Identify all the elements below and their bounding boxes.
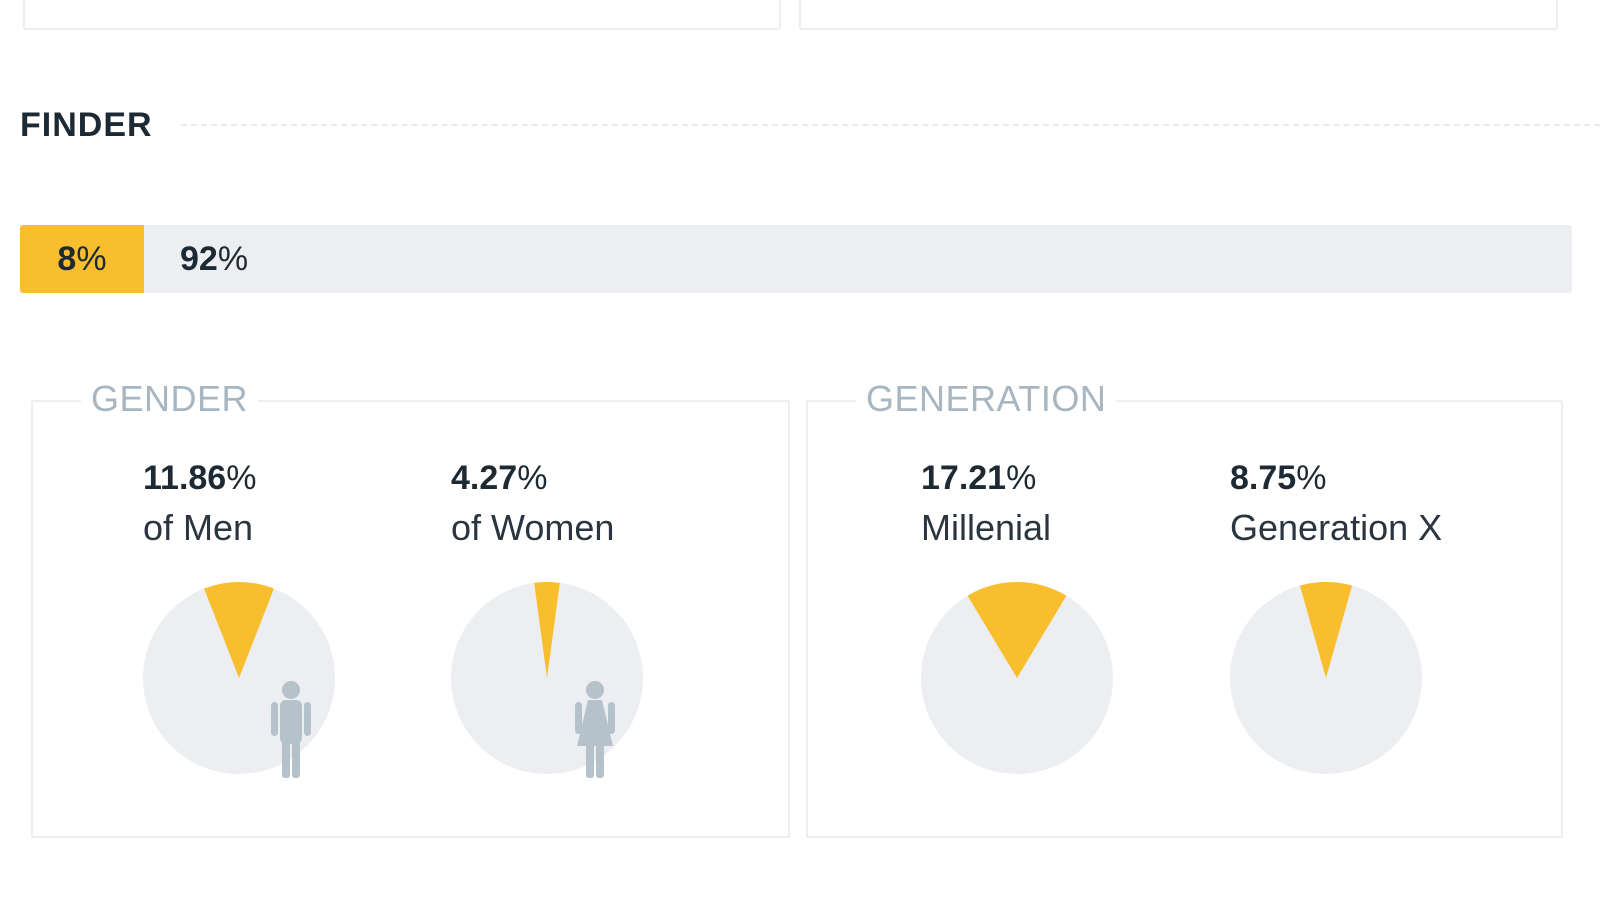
- stat-women-label: of Women: [451, 507, 615, 548]
- stat-millenial-value: 17.21%: [921, 456, 1241, 500]
- generation-x-pie-chart: [1230, 582, 1422, 774]
- man-icon: [271, 681, 311, 778]
- top-card-left: [23, 0, 781, 30]
- stat-millenial-label: Millenial: [921, 507, 1052, 548]
- millenial-pie-chart: [921, 582, 1113, 774]
- men-pie-chart: [143, 582, 335, 778]
- woman-icon: [575, 681, 615, 778]
- stat-millenial: 17.21% Millenial: [921, 456, 1241, 826]
- men-pie-wedge: [204, 582, 274, 678]
- stat-millenial-number: 17.21: [921, 459, 1007, 497]
- stat-generation-x-label: Generation X: [1230, 507, 1443, 548]
- share-yes-number: 8: [57, 239, 77, 278]
- generation-group: GENERATION 17.21% Millenial 8.75% Genera…: [806, 378, 1563, 838]
- share-bar: 8% 92%: [20, 225, 1572, 293]
- generation-x-pie-wedge: [1299, 582, 1353, 678]
- share-no-number: 92: [180, 239, 218, 278]
- stat-generation-x-value: 8.75%: [1230, 456, 1550, 500]
- stat-generation-x: 8.75% Generation X: [1230, 456, 1550, 826]
- section-title: FINDER: [20, 105, 153, 144]
- women-pie-chart: [451, 582, 643, 778]
- women-pie-wedge: [534, 582, 560, 678]
- stat-men-unit: %: [226, 459, 257, 497]
- share-no-unit: %: [217, 239, 249, 278]
- stat-men-value: 11.86%: [143, 456, 463, 500]
- stat-generation-x-unit: %: [1296, 459, 1327, 497]
- millenial-pie-wedge: [967, 582, 1067, 678]
- stat-women: 4.27% of Women: [451, 456, 771, 826]
- share-bar-yes-segment: 8%: [20, 225, 144, 293]
- stat-men-number: 11.86: [143, 459, 227, 497]
- stat-women-number: 4.27: [451, 459, 518, 497]
- section-header: FINDER: [20, 100, 1600, 150]
- section-divider: [180, 124, 1600, 126]
- share-bar-no-segment: 92%: [144, 225, 1572, 293]
- top-card-right: [799, 0, 1558, 30]
- stat-millenial-unit: %: [1006, 459, 1037, 497]
- stat-men-label: of Men: [143, 507, 254, 548]
- share-yes-unit: %: [76, 239, 107, 278]
- gender-group: GENDER 11.86% of Men 4.27% of Women: [31, 378, 790, 838]
- stat-women-unit: %: [517, 459, 548, 497]
- gender-group-legend: GENDER: [81, 378, 259, 420]
- stat-women-value: 4.27%: [451, 456, 771, 500]
- stat-generation-x-number: 8.75: [1230, 459, 1297, 497]
- generation-group-legend: GENERATION: [856, 378, 1117, 420]
- stat-men: 11.86% of Men: [143, 456, 463, 826]
